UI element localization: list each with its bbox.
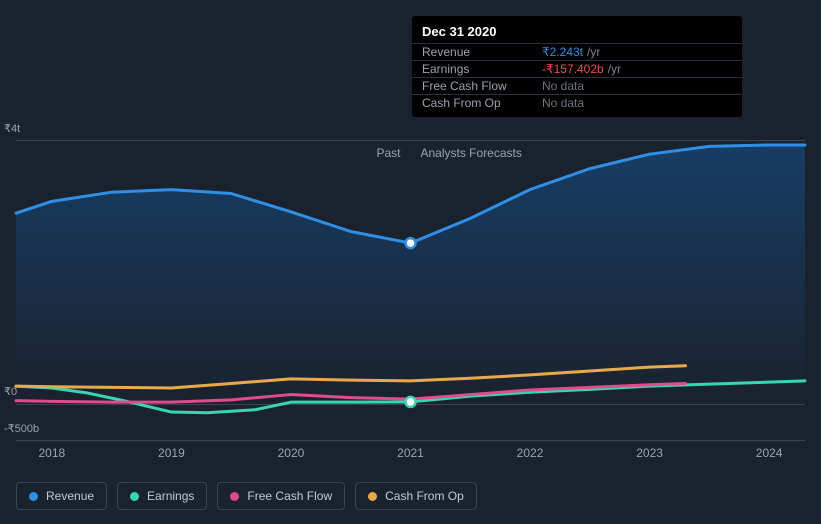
x-axis-label: 2024	[756, 446, 783, 460]
legend-label: Earnings	[147, 489, 194, 503]
tooltip-row-cfo: Cash From Op No data	[412, 94, 742, 111]
tooltip-date: Dec 31 2020	[412, 22, 742, 43]
tooltip-unit: /yr	[608, 62, 621, 76]
hover-tooltip: Dec 31 2020 Revenue ₹2.243t /yr Earnings…	[412, 16, 742, 117]
legend-item-fcf[interactable]: Free Cash Flow	[217, 482, 345, 510]
x-axis-label: 2022	[517, 446, 544, 460]
legend-dot-icon	[130, 492, 139, 501]
legend-label: Revenue	[46, 489, 94, 503]
x-axis-label: 2021	[397, 446, 424, 460]
legend-item-revenue[interactable]: Revenue	[16, 482, 107, 510]
tooltip-value: No data	[542, 79, 584, 93]
legend-item-cfo[interactable]: Cash From Op	[355, 482, 477, 510]
x-axis-label: 2019	[158, 446, 185, 460]
legend-dot-icon	[368, 492, 377, 501]
tooltip-row-fcf: Free Cash Flow No data	[412, 77, 742, 94]
forecast-region-label: Analysts Forecasts	[421, 146, 522, 160]
tooltip-label: Free Cash Flow	[422, 79, 542, 93]
tooltip-value: ₹2.243t	[542, 45, 583, 59]
tooltip-label: Earnings	[422, 62, 542, 76]
x-axis-label: 2020	[278, 446, 305, 460]
tooltip-row-earnings: Earnings -₹157.402b /yr	[412, 60, 742, 77]
legend-dot-icon	[29, 492, 38, 501]
legend-label: Free Cash Flow	[247, 489, 332, 503]
legend-dot-icon	[230, 492, 239, 501]
past-region-label: Past	[377, 146, 401, 160]
tooltip-value: -₹157.402b	[542, 62, 604, 76]
x-axis-label: 2018	[39, 446, 66, 460]
legend: Revenue Earnings Free Cash Flow Cash Fro…	[16, 482, 477, 510]
x-axis-label: 2023	[636, 446, 663, 460]
tooltip-label: Cash From Op	[422, 96, 542, 110]
tooltip-row-revenue: Revenue ₹2.243t /yr	[412, 43, 742, 60]
legend-label: Cash From Op	[385, 489, 464, 503]
tooltip-unit: /yr	[587, 45, 600, 59]
tooltip-value: No data	[542, 96, 584, 110]
legend-item-earnings[interactable]: Earnings	[117, 482, 207, 510]
tooltip-label: Revenue	[422, 45, 542, 59]
